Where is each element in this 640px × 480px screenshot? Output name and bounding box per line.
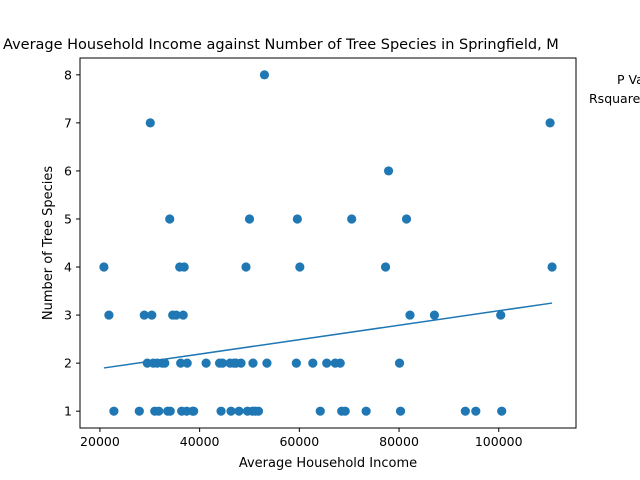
x-axis-label: Average Household Income (239, 456, 417, 471)
data-point (395, 406, 406, 416)
data-point (405, 310, 415, 320)
data-point (154, 406, 164, 416)
data-point (104, 310, 114, 320)
data-point (139, 310, 149, 320)
data-point (178, 310, 188, 320)
data-point (201, 358, 211, 368)
data-point (429, 310, 440, 320)
data-point (145, 118, 155, 128)
data-points (99, 70, 557, 416)
x-tick-label: 20000 (80, 434, 120, 449)
y-axis-ticks: 1 2 3 4 5 6 7 8 (64, 67, 80, 419)
data-point (248, 358, 258, 368)
data-point (216, 406, 226, 416)
data-point (189, 406, 199, 416)
data-point (394, 358, 405, 368)
data-point (460, 406, 470, 416)
data-point (165, 214, 175, 224)
data-point (471, 406, 481, 416)
data-point (147, 310, 157, 320)
data-point (176, 358, 186, 368)
data-point (322, 358, 332, 368)
data-point (335, 358, 345, 368)
data-point (259, 70, 270, 80)
data-point (241, 262, 251, 272)
data-point (401, 214, 412, 224)
y-tick-label: 2 (64, 356, 72, 371)
data-point (292, 214, 302, 224)
data-point (236, 358, 246, 368)
y-tick-label: 5 (64, 211, 72, 226)
data-point (109, 406, 119, 416)
y-tick-label: 3 (64, 308, 72, 323)
data-point (291, 358, 301, 368)
data-point (347, 214, 357, 224)
data-point (380, 262, 391, 272)
data-point (253, 406, 264, 416)
data-point (315, 406, 325, 416)
y-tick-label: 1 (64, 404, 72, 419)
y-tick-label: 7 (64, 115, 72, 130)
data-point (295, 262, 305, 272)
x-axis-ticks: 20000 40000 60000 80000 100000 (80, 428, 523, 449)
data-point (99, 262, 109, 272)
data-point (496, 310, 506, 320)
data-point (383, 166, 394, 176)
y-tick-label: 4 (64, 260, 72, 275)
trend-line (103, 302, 553, 369)
data-point (234, 406, 244, 416)
data-point (244, 214, 255, 224)
data-point (308, 358, 318, 368)
data-point (217, 358, 228, 368)
annotation-group: P Va Rsquare (589, 72, 640, 106)
data-point (182, 358, 192, 368)
data-point (547, 262, 557, 272)
data-point (226, 406, 236, 416)
chart-title: Average Household Income against Number … (3, 37, 559, 53)
y-tick-label: 8 (64, 67, 72, 82)
annotation-text: P Va (617, 72, 640, 87)
data-point (165, 406, 175, 416)
x-tick-label: 40000 (180, 434, 220, 449)
x-tick-label: 80000 (379, 434, 419, 449)
data-point (179, 262, 189, 272)
data-point (134, 406, 144, 416)
data-point (361, 406, 371, 416)
data-point (262, 358, 272, 368)
annotation-text: Rsquare (589, 91, 640, 106)
data-point (160, 358, 170, 368)
data-point (545, 118, 555, 128)
y-tick-label: 6 (64, 163, 72, 178)
data-point (171, 310, 181, 320)
y-axis-label: Number of Tree Species (41, 166, 56, 320)
data-point (340, 406, 350, 416)
plot-area-frame (79, 57, 577, 429)
x-tick-label: 60000 (279, 434, 319, 449)
data-point (497, 406, 507, 416)
x-tick-label: 100000 (475, 434, 523, 449)
